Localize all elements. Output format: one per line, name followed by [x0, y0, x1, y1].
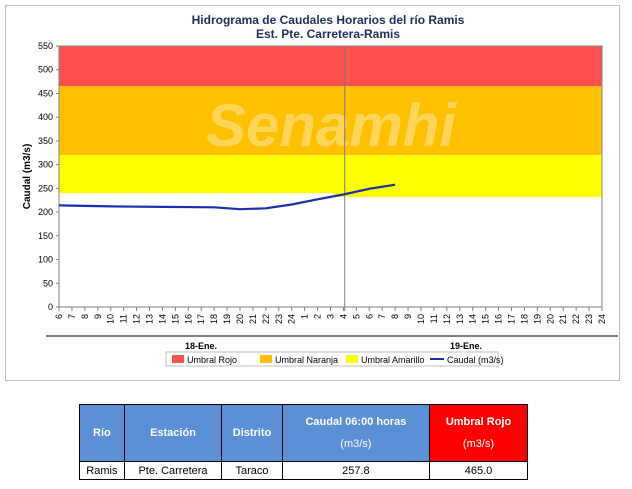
x-tick-label: 21 — [558, 314, 568, 324]
x-tick-label: 5 — [351, 314, 361, 319]
header-red-threshold-unit: (m3/s) — [462, 438, 495, 450]
day-label-18: 18-Ene. — [185, 341, 217, 351]
x-tick-label: 19 — [222, 314, 232, 324]
header-flow: Caudal 06:00 horas (m3/s) — [281, 404, 431, 462]
band-umbral-naranja — [59, 86, 602, 156]
x-tick-label: 16 — [183, 314, 193, 324]
chart-title: Hidrograma de Caudales Horarios del río … — [192, 13, 465, 27]
x-tick-label: 18 — [519, 314, 529, 324]
x-tick-label: 9 — [403, 314, 413, 319]
x-tick-label: 9 — [93, 314, 103, 319]
x-tick-label: 24 — [597, 314, 607, 324]
x-tick-label: 7 — [377, 314, 387, 319]
x-tick-label: 23 — [274, 314, 284, 324]
x-tick-label: 7 — [67, 314, 77, 319]
x-tick-label: 16 — [494, 314, 504, 324]
x-tick-label: 13 — [455, 314, 465, 324]
header-district: Distrito — [221, 404, 283, 462]
legend-swatch-umbral-amarillo — [346, 355, 358, 363]
header-red-threshold: Umbral Rojo (m3/s) — [429, 404, 528, 462]
band-umbral-rojo — [59, 46, 602, 87]
x-tick-label: 2 — [313, 314, 323, 319]
x-tick-label: 19 — [532, 314, 542, 324]
y-tick-label: 50 — [43, 278, 53, 288]
x-tick-label: 4 — [338, 314, 348, 319]
x-tick-label: 23 — [584, 314, 594, 324]
series-line-caudal — [58, 183, 396, 211]
x-tick-label: 15 — [481, 314, 491, 324]
cell-district: Taraco — [221, 461, 283, 480]
x-tick-label: 1 — [300, 314, 310, 319]
band-umbral-amarillo-before — [59, 155, 335, 194]
legend-label-umbral-naranja: Umbral Naranja — [275, 355, 338, 365]
header-station: Estación — [123, 404, 223, 462]
x-tick-label: 22 — [571, 314, 581, 324]
y-tick-label: 550 — [38, 41, 53, 51]
x-tick-label: 10 — [106, 314, 116, 324]
cell-flow: 257.8 — [281, 461, 431, 480]
y-tick-label: 350 — [38, 136, 53, 146]
x-tick-label: 20 — [235, 314, 245, 324]
y-tick-label: 450 — [38, 88, 53, 98]
y-tick-label: 0 — [48, 302, 53, 312]
y-axis-label: Caudal (m3/s) — [22, 144, 33, 210]
y-tick-label: 250 — [38, 183, 53, 193]
x-tick-label: 14 — [468, 314, 478, 324]
cell-red-threshold: 465.0 — [429, 461, 528, 480]
x-tick-label: 22 — [261, 314, 271, 324]
x-tick-label: 11 — [119, 314, 129, 323]
watermark-logo: Senamhi — [206, 92, 457, 159]
x-tick-label: 14 — [157, 314, 167, 324]
y-tick-label: 200 — [38, 207, 53, 217]
legend-label-umbral-amarillo: Umbral Amarillo — [361, 355, 425, 365]
x-tick-label: 17 — [196, 314, 206, 324]
x-tick-label: 15 — [170, 314, 180, 324]
table-header-row: Río Estación Distrito Caudal 06:00 horas… — [79, 404, 528, 462]
x-tick-label: 8 — [80, 314, 90, 319]
chart-subtitle: Est. Pte. Carretera-Ramis — [256, 27, 400, 41]
station-summary-table: Río Estación Distrito Caudal 06:00 horas… — [79, 404, 528, 480]
y-tick-label: 100 — [38, 255, 53, 265]
y-tick-label: 400 — [38, 112, 53, 122]
y-tick-label: 500 — [38, 65, 53, 75]
header-flow-unit: (m3/s) — [340, 438, 372, 450]
hydrograph-chart: Hidrograma de Caudales Horarios del río … — [22, 13, 618, 367]
x-tick-label: 3 — [326, 314, 336, 319]
x-tick-label: 11 — [429, 314, 439, 323]
band-umbral-amarillo-after — [334, 155, 602, 197]
x-tick-label: 6 — [54, 314, 64, 319]
x-tick-label: 21 — [248, 314, 258, 324]
x-tick-label: 6 — [364, 314, 374, 319]
header-river: Río — [79, 404, 125, 462]
chart-container: Hidrograma de Caudales Horarios del río … — [5, 5, 620, 381]
legend-box — [165, 351, 499, 367]
day-label-19: 19-Ene. — [450, 341, 482, 351]
table-row: Ramis Pte. Carretera Taraco 257.8 465.0 — [79, 461, 528, 480]
x-tick-label: 24 — [287, 314, 297, 324]
x-tick-label: 18 — [209, 314, 219, 324]
x-tick-label: 17 — [507, 314, 517, 324]
legend-swatch-umbral-rojo — [172, 355, 184, 363]
legend-swatch-umbral-naranja — [260, 355, 272, 363]
x-tick-label: 20 — [545, 314, 555, 324]
x-tick-label: 12 — [132, 314, 142, 324]
cell-river: Ramis — [79, 461, 125, 480]
x-tick-label: 12 — [442, 314, 452, 324]
x-tick-label: 10 — [416, 314, 426, 324]
legend-label-caudal-m3-s-: Caudal (m3/s) — [447, 355, 504, 365]
x-tick-label: 13 — [145, 314, 155, 324]
y-tick-label: 150 — [38, 231, 53, 241]
y-tick-label: 300 — [38, 160, 53, 170]
x-tick-label: 8 — [390, 314, 400, 319]
cell-station: Pte. Carretera — [123, 461, 223, 480]
legend-label-umbral-rojo: Umbral Rojo — [187, 355, 237, 365]
